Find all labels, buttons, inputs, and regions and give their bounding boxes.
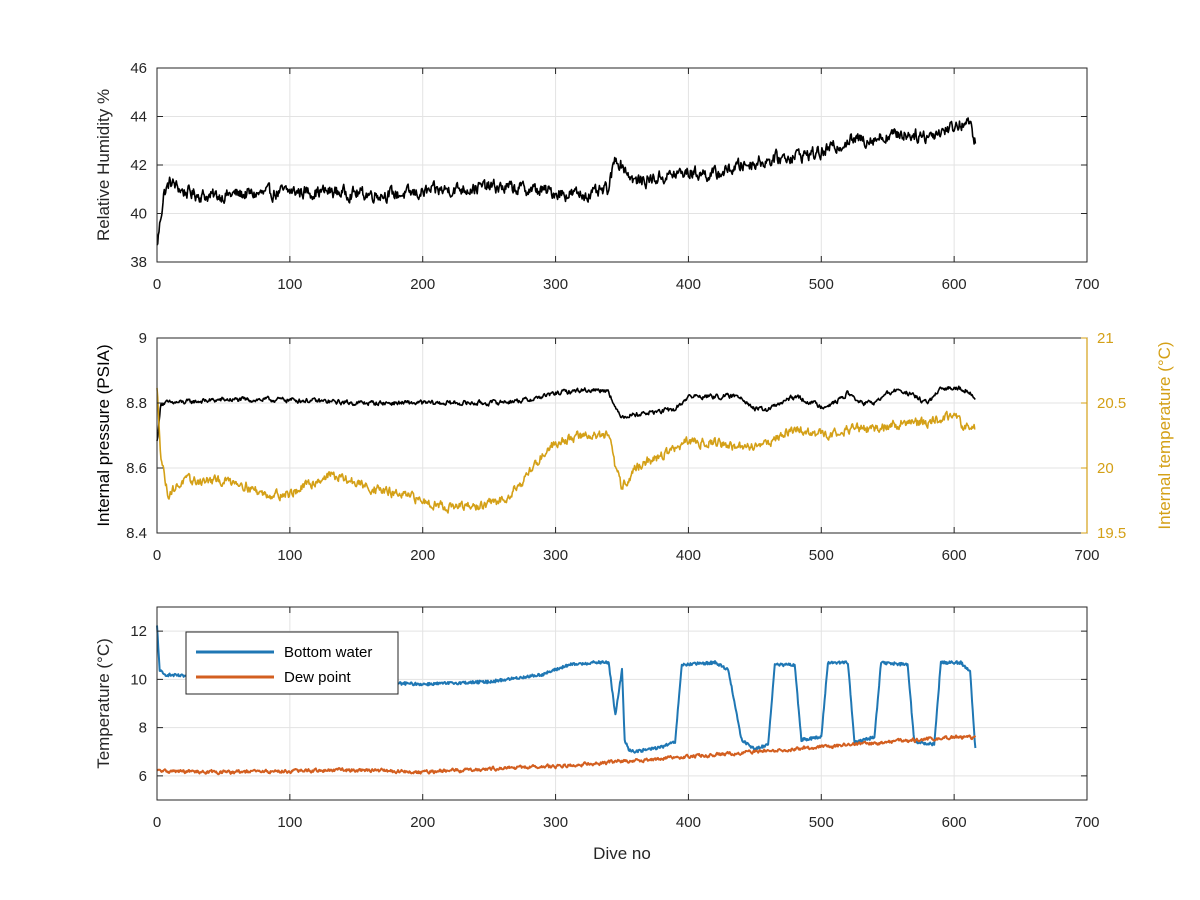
- water-temperature-panel: 0 100 200 300 400 500 600 700 6 8 10 12 Temperature …: [94, 606, 1100, 863]
- x-tick-label: 300: [543, 547, 568, 564]
- y-tick-label: 42: [130, 157, 147, 174]
- series-line-series-1: [156, 387, 976, 514]
- y-tick-label: 6: [139, 768, 147, 785]
- series-line-series-0: [156, 385, 976, 442]
- y-tick-label: 10: [130, 671, 147, 688]
- legend-label: Bottom water: [284, 644, 372, 661]
- x-tick-label: 100: [277, 276, 302, 293]
- y-axis-label: Internal pressure (PSIA): [94, 344, 113, 526]
- y-tick-label: 46: [130, 60, 147, 77]
- x-tick-label: 0: [153, 276, 161, 293]
- pressure-temperature-panel: 0 100 200 300 400 500 600 700 8.4 8.6 8.8 9 19.5 20 20…: [94, 330, 1174, 564]
- x-tick-label: 0: [153, 814, 161, 831]
- x-tick-label: 700: [1074, 814, 1099, 831]
- x-tick-label: 100: [277, 547, 302, 564]
- y-tick-label: 8.4: [126, 525, 147, 542]
- x-tick-label: 200: [410, 276, 435, 293]
- y-tick-label: 38: [130, 254, 147, 271]
- y2-tick-label: 21: [1097, 330, 1114, 347]
- x-tick-label: 600: [942, 276, 967, 293]
- y-tick-label: 8: [139, 720, 147, 737]
- x-tick-label: 200: [410, 814, 435, 831]
- y-tick-label: 40: [130, 206, 147, 223]
- y2-tick-label: 20.5: [1097, 395, 1126, 412]
- y-tick-label: 8.8: [126, 395, 147, 412]
- x-tick-label: 600: [942, 814, 967, 831]
- x-tick-label: 700: [1074, 547, 1099, 564]
- y2-tick-label: 20: [1097, 460, 1114, 477]
- x-tick-label: 500: [809, 547, 834, 564]
- x-tick-label: 600: [942, 547, 967, 564]
- y-axis-label: Relative Humidity %: [94, 89, 113, 241]
- x-tick-label: 700: [1074, 276, 1099, 293]
- x-tick-label: 400: [676, 276, 701, 293]
- legend-label: Dew point: [284, 669, 352, 686]
- axes-frame: [156, 606, 1088, 801]
- plot-area: [157, 338, 1087, 533]
- x-axis-label: Dive no: [593, 844, 651, 863]
- humidity-panel: 0 100 200 300 400 500 600 700 38 40 42 44 46 Relative…: [94, 60, 1100, 293]
- x-tick-label: 400: [676, 814, 701, 831]
- y2-axis-label: Internal temperature (°C): [1155, 341, 1174, 529]
- x-tick-label: 500: [809, 814, 834, 831]
- x-tick-label: 100: [277, 814, 302, 831]
- y-tick-label: 8.6: [126, 460, 147, 477]
- legend-box: [185, 631, 399, 695]
- x-tick-label: 300: [543, 276, 568, 293]
- x-tick-label: 400: [676, 547, 701, 564]
- y2-tick-label: 19.5: [1097, 525, 1126, 542]
- x-tick-label: 500: [809, 276, 834, 293]
- x-tick-label: 200: [410, 547, 435, 564]
- x-tick-label: 300: [543, 814, 568, 831]
- y-axis-label: Temperature (°C): [94, 638, 113, 769]
- y-tick-label: 9: [139, 330, 147, 347]
- x-tick-label: 0: [153, 547, 161, 564]
- y-tick-label: 12: [130, 623, 147, 640]
- series-line-series-0: [156, 117, 977, 246]
- y-tick-label: 44: [130, 109, 147, 126]
- series-line-dew-point: [156, 734, 977, 776]
